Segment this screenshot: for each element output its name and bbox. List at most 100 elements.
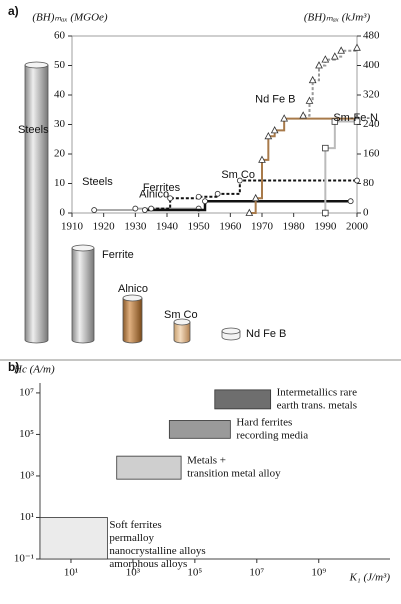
y-tick-label: 20 — [54, 148, 66, 160]
marker — [321, 55, 330, 63]
y-axis-label: (BH)ₘₐₓ (MGOe) — [32, 12, 108, 24]
cylinder-label: Alnico — [118, 283, 148, 295]
cylinder-label: Sm Co — [164, 309, 198, 321]
series-label: Steels — [82, 176, 113, 188]
y-tick-label: 10¹ — [20, 511, 34, 523]
marker — [236, 177, 243, 184]
x-tick-label: 1910 — [61, 221, 84, 233]
y-tick-label: 30 — [54, 118, 66, 130]
x-tick-label: 10⁵ — [187, 567, 202, 579]
range-box — [116, 455, 182, 480]
y-tick-label: 50 — [54, 59, 66, 71]
marker — [315, 61, 323, 69]
x-tick-label: 1950 — [188, 221, 211, 233]
box-label: Soft ferrites — [109, 519, 161, 531]
marker — [322, 144, 329, 152]
box-label: Intermetallics rare — [277, 386, 357, 398]
marker — [305, 96, 314, 104]
x-tick-label: 1930 — [124, 221, 147, 233]
marker — [331, 118, 339, 125]
y2-tick-label: 240 — [363, 118, 380, 130]
y2-tick-label: 0 — [363, 207, 369, 219]
marker — [330, 52, 339, 60]
cylinder-top — [221, 327, 241, 335]
x-tick-label: 2000 — [346, 221, 369, 233]
marker — [245, 208, 254, 216]
y-tick-label: 10³ — [20, 469, 35, 481]
y2-tick-label: 80 — [363, 177, 375, 189]
marker — [354, 177, 360, 184]
x-tick-label: 1940 — [156, 221, 179, 233]
x-tick-label: 10³ — [126, 567, 141, 579]
series-label: Sm-Fe-N — [333, 112, 378, 124]
cylinder-top — [173, 318, 191, 326]
y-tick-label: 40 — [54, 89, 66, 101]
marker — [195, 193, 202, 200]
y-tick-label: 10⁵ — [19, 428, 34, 440]
panel-b-bg — [0, 361, 401, 604]
cylinder-top — [122, 294, 143, 302]
marker — [91, 207, 98, 213]
box-label: transition metal alloy — [187, 468, 281, 480]
x-tick-label: 10⁹ — [311, 567, 326, 579]
series-line — [151, 179, 357, 210]
marker — [337, 46, 346, 54]
box-label: Metals + — [187, 455, 226, 467]
y-tick-label: 10⁷ — [19, 386, 34, 398]
cylinder-top — [71, 244, 95, 252]
x-tick-label: 1980 — [283, 221, 306, 233]
marker — [141, 207, 148, 213]
marker — [308, 75, 317, 84]
y2-tick-label: 320 — [363, 89, 380, 101]
box-label: amorphous alloys — [109, 558, 187, 570]
cylinder — [24, 65, 49, 344]
panel-label: a) — [8, 4, 19, 18]
box-label: recording media — [236, 429, 308, 441]
x-tick-label: 10¹ — [64, 567, 78, 579]
marker — [214, 190, 221, 197]
cylinder — [122, 298, 143, 344]
x-axis-label: K₁ (J/m³) — [349, 572, 391, 584]
cylinder-label: Ferrite — [102, 249, 134, 261]
series-label: Nd Fe B — [255, 94, 295, 106]
x-tick-label: 10⁷ — [249, 567, 264, 579]
marker — [353, 118, 361, 125]
cylinder-label: Steels — [18, 124, 49, 136]
range-box — [168, 420, 231, 439]
marker — [353, 43, 361, 51]
marker — [280, 114, 289, 122]
y2-tick-label: 480 — [363, 30, 380, 42]
series-line — [324, 120, 357, 213]
marker — [347, 198, 354, 205]
cylinder-label: Nd Fe B — [246, 328, 286, 340]
range-box — [39, 517, 108, 560]
x-tick-label: 1970 — [251, 221, 274, 233]
series-label: Alnico — [139, 188, 169, 200]
series-label: Ferrites — [143, 182, 181, 194]
marker — [258, 155, 266, 163]
marker — [251, 193, 260, 202]
marker — [148, 205, 155, 212]
marker — [270, 126, 279, 134]
box-label: Hard ferrites — [236, 416, 292, 428]
cylinder-top — [24, 61, 49, 69]
y2-tick-label: 400 — [363, 59, 380, 71]
y-tick-label: 10⁻¹ — [14, 553, 34, 565]
x-tick-label: 1960 — [219, 221, 242, 233]
x-tick-label: 1920 — [93, 221, 116, 233]
y2-tick-label: 160 — [363, 148, 380, 160]
box-label: permalloy — [109, 532, 154, 544]
y2-axis-label: (BH)ₘₐₓ (kJm³) — [304, 12, 371, 24]
marker — [322, 209, 329, 217]
box-label: earth trans. metals — [277, 399, 357, 411]
series-label: Sm Co — [221, 169, 255, 181]
y-tick-label: 10 — [54, 177, 66, 189]
cylinder — [71, 248, 95, 344]
series-line — [144, 199, 351, 212]
y-tick-label: 0 — [60, 207, 66, 219]
cylinder — [173, 322, 191, 344]
marker — [264, 131, 273, 140]
marker — [299, 111, 308, 119]
marker — [132, 205, 139, 212]
